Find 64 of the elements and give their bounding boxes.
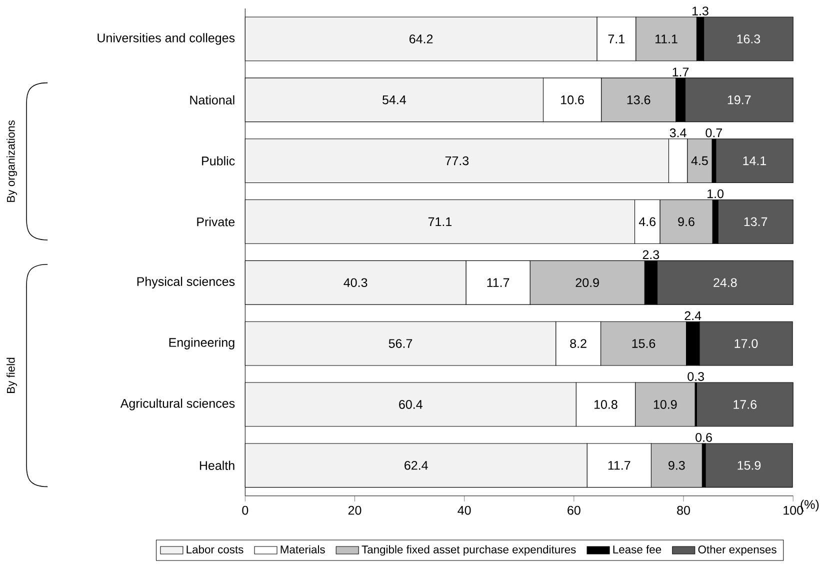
x-tick-label: 20 — [348, 506, 362, 515]
data-label: 19.7 — [728, 95, 751, 104]
legend-label: Tangible fixed asset purchase expenditures — [362, 545, 576, 556]
data-label: 0.3 — [688, 372, 704, 381]
data-label: 10.6 — [561, 95, 584, 104]
data-label: 2.4 — [684, 311, 702, 320]
text: By field — [6, 358, 18, 393]
bar — [705, 443, 793, 488]
data-label: 40.3 — [344, 278, 368, 288]
x-tick-label: 0 — [242, 506, 248, 515]
legend-label: Labor costs — [186, 545, 244, 554]
data-label: 4.6 — [638, 217, 656, 226]
y-tick-label: Private — [197, 217, 235, 226]
legend-label: Materials — [280, 545, 325, 554]
y-tick-label: Universities and colleges — [98, 33, 235, 45]
data-label: 0.6 — [696, 433, 712, 442]
data-label: 17.0 — [734, 339, 758, 348]
data-label: 13.7 — [744, 217, 768, 226]
x-tick-label: 100 — [784, 506, 804, 515]
data-label: 8.2 — [570, 339, 586, 348]
text: By organizations — [6, 120, 18, 202]
y-tick-label: National — [190, 95, 234, 104]
data-label: 15.9 — [738, 460, 761, 470]
data-label: 17.6 — [734, 400, 757, 409]
data-label: 11.1 — [655, 34, 678, 44]
data-label: 7.1 — [608, 34, 624, 44]
data-label: 11.7 — [608, 461, 630, 470]
data-label: 9.3 — [668, 460, 685, 470]
data-label: 16.3 — [737, 34, 760, 44]
data-label: 10.9 — [654, 400, 677, 409]
x-tick-label: 60 — [568, 506, 580, 515]
data-label: 1.3 — [692, 6, 708, 16]
x-tick-label: 40 — [458, 506, 471, 515]
x-axis-title: (%) — [800, 500, 819, 512]
data-label: 2.3 — [642, 250, 660, 260]
y-tick-label: Health — [200, 460, 234, 470]
data-label: 24.8 — [714, 278, 737, 288]
x-tick-label: 80 — [677, 506, 690, 515]
data-label: 60.4 — [399, 400, 422, 409]
legend-label: Lease fee — [613, 545, 662, 554]
data-label: 0.7 — [706, 128, 722, 138]
data-label: 62.4 — [404, 460, 428, 470]
data-label: 15.6 — [632, 339, 656, 348]
data-label: 1.0 — [708, 189, 724, 198]
data-label: 64.2 — [410, 34, 433, 44]
data-label: 20.9 — [576, 278, 599, 288]
data-label: 54.4 — [382, 95, 406, 104]
y-tick-label: Engineering — [169, 338, 234, 350]
y-tick-label: Physical sciences — [137, 276, 235, 288]
data-label: 11.7 — [487, 278, 510, 287]
data-label: 1.7 — [672, 68, 689, 76]
y-tick-label: Public — [202, 156, 235, 166]
data-label: 14.1 — [743, 156, 766, 166]
y-tick-label: Agricultural sciences — [120, 398, 235, 410]
data-label: 56.7 — [388, 339, 412, 348]
data-label: 77.3 — [445, 156, 469, 166]
data-label: 3.4 — [670, 128, 686, 138]
data-label: 10.8 — [594, 400, 618, 409]
data-label: 71.1 — [428, 217, 452, 226]
data-label: 13.6 — [627, 95, 650, 104]
data-label: 4.5 — [691, 156, 708, 166]
legend-label: Other expenses — [698, 545, 776, 556]
data-label: 9.6 — [678, 217, 694, 226]
bar — [716, 138, 794, 183]
